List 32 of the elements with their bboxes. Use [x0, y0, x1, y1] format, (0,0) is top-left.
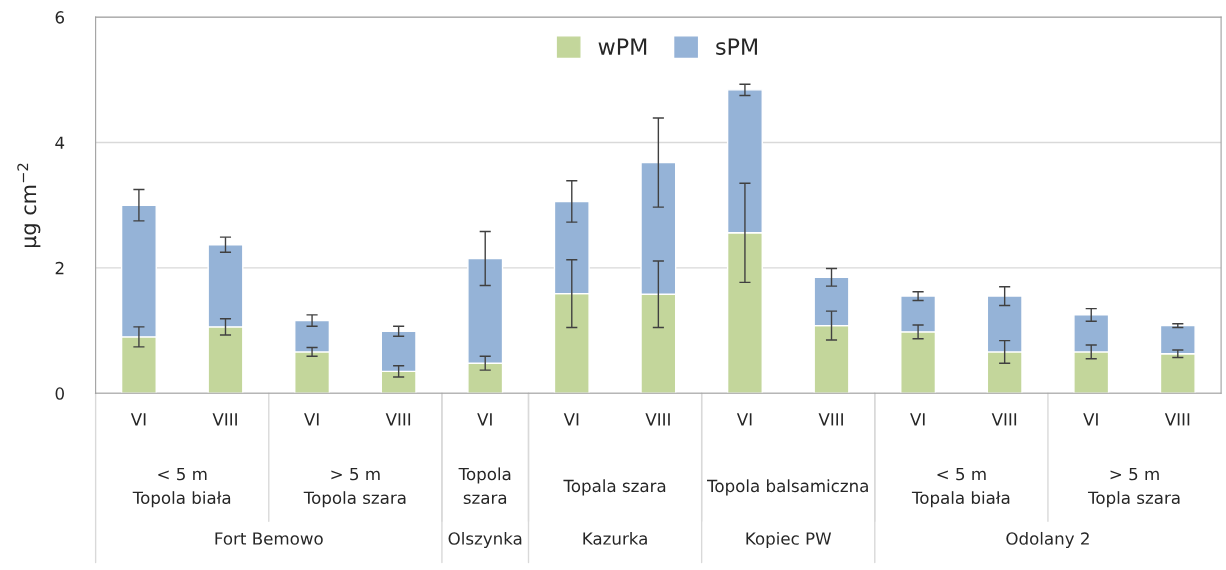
text: > 5 m Topla szara — [1087, 467, 1180, 508]
text: Odolany 2 — [1006, 531, 1089, 549]
x-tick-label: VIII — [818, 413, 843, 426]
y-tick-label: 2 — [55, 261, 64, 275]
legend-label: sPM — [716, 38, 757, 55]
x-tick-label: VI — [130, 413, 146, 426]
y-tick-label: 4 — [55, 136, 65, 149]
x-tick-label: VI — [477, 413, 492, 426]
text: < 5 m Topola biała — [132, 467, 231, 508]
text: Topola balsamiczna — [707, 479, 868, 496]
y-tick-label: 6 — [55, 11, 65, 24]
y-axis-title: µg cm$^{−2}$ — [17, 163, 41, 248]
x-tick-label: VI — [736, 413, 752, 426]
text: Topola szara — [458, 467, 511, 505]
text: Topala szara — [563, 479, 666, 496]
x-tick-label: VI — [563, 413, 579, 426]
x-tick-label: VI — [1083, 413, 1098, 426]
text: < 5 m Topala biała — [911, 467, 1010, 508]
x-tick-label: VI — [910, 413, 925, 426]
x-tick-label: VIII — [1164, 413, 1190, 426]
x-tick-label: VIII — [385, 413, 411, 426]
text: Fort Bemowo — [215, 532, 323, 545]
text: > 5 m Topola szara — [303, 467, 406, 508]
x-tick-label: VIII — [991, 413, 1017, 426]
text: Kopiec PW — [746, 531, 832, 549]
legend-label: wPM — [598, 38, 647, 55]
text: Kazurka — [583, 531, 647, 545]
y-tick-label: 0 — [55, 387, 64, 400]
x-tick-label: VIII — [212, 413, 237, 426]
x-tick-label: VIII — [645, 413, 670, 426]
text: Olszynka — [448, 531, 522, 549]
x-tick-label: VI — [304, 413, 319, 426]
